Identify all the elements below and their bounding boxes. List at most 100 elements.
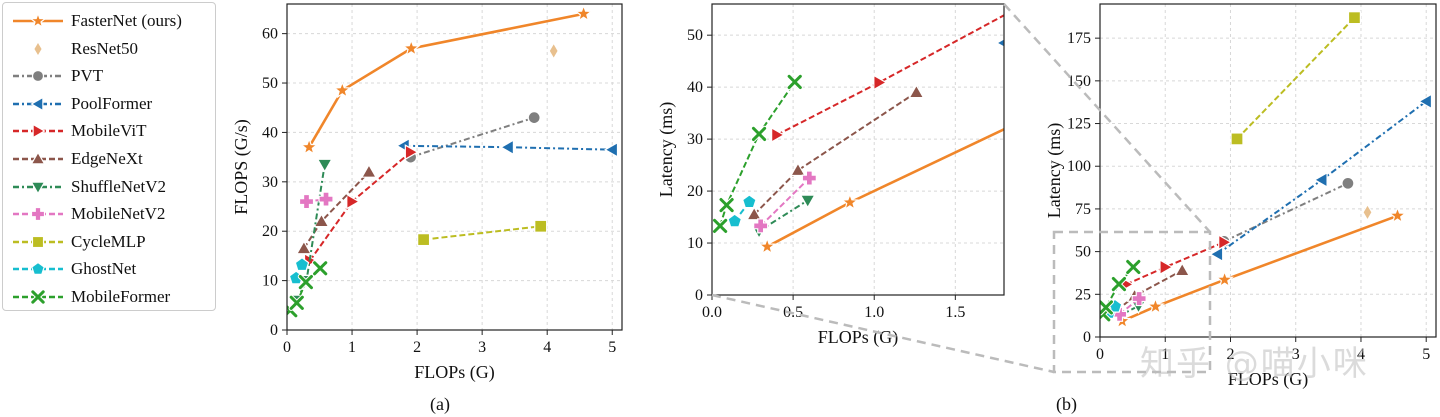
- point-edgenext: [789, 162, 807, 177]
- series-line-edgenext: [753, 91, 917, 216]
- point-mobileformer: [786, 73, 803, 91]
- y-tick-label: 60: [262, 26, 278, 43]
- y-tick-label: 50: [1075, 244, 1091, 261]
- legend-label: ShuffleNetV2: [71, 176, 167, 196]
- point-edgenext: [313, 213, 330, 228]
- legend: FasterNet (ours) ResNet50 PVT PoolFormer Mob…: [2, 2, 216, 311]
- series-line-fasternet-ours: [766, 127, 1004, 248]
- legend-swatch: [13, 235, 63, 248]
- point-mobilevit: [873, 74, 888, 91]
- point-edgenext: [295, 240, 312, 255]
- x-tick-label: 3: [478, 339, 486, 356]
- x-tick-label: 2: [1226, 346, 1234, 363]
- x-tick-label: 4: [1357, 346, 1365, 363]
- point-fasternet-ours: [299, 137, 319, 156]
- point-edgenext: [360, 163, 377, 178]
- legend-label: PoolFormer: [71, 93, 153, 113]
- point-fasternet-ours: [332, 80, 352, 99]
- point-cyclemlp: [1230, 132, 1244, 146]
- point-edgenext: [746, 206, 763, 221]
- y-tick-label: 25: [1075, 286, 1091, 303]
- legend-swatch: [13, 207, 63, 222]
- legend-swatch: [13, 289, 63, 305]
- series-line-pvt: [1223, 182, 1349, 243]
- legend-item-mobilenetv2: MobileNetV2: [11, 202, 165, 226]
- y-tick-label: 30: [262, 174, 278, 191]
- point-mobilenetv2: [298, 193, 315, 210]
- point-mobileformer: [312, 260, 329, 277]
- legend-label: CycleMLP: [71, 231, 146, 251]
- point-ghostnet: [727, 213, 743, 228]
- series-line-shufflenetv2: [295, 164, 326, 301]
- point-poolformer: [1209, 246, 1224, 263]
- series-line-cyclemlp: [423, 225, 541, 241]
- y-tick-label: 50: [262, 75, 278, 92]
- point-poolformer: [1313, 171, 1328, 188]
- zoom-indicator: [711, 3, 1212, 374]
- point-fasternet-ours: [401, 38, 421, 57]
- legend-swatch: [13, 11, 63, 29]
- y-tick-label: 50: [687, 27, 703, 44]
- point-mobilevit: [346, 193, 361, 210]
- y-tick-label: 75: [1075, 201, 1091, 218]
- legend-label: FasterNet (ours): [71, 11, 182, 30]
- series-line-mobilevit: [1125, 241, 1225, 286]
- series-line-fasternet-ours: [1121, 214, 1398, 323]
- x-tick-label: 0: [1096, 346, 1104, 363]
- point-fasternet-ours: [757, 236, 777, 255]
- point-ghostnet: [294, 257, 310, 272]
- point-mobileformer: [297, 273, 314, 291]
- x-axis-label: FLOPs (G): [414, 362, 495, 383]
- point-poolformer: [499, 139, 515, 156]
- legend-swatch: [13, 123, 63, 139]
- legend-marker: [31, 235, 45, 248]
- legend-marker: [30, 207, 46, 222]
- legend-swatch: [13, 70, 63, 83]
- legend-swatch: [33, 40, 43, 57]
- point-mobileformer: [712, 217, 729, 234]
- legend-item-fasternet-ours: FasterNet (ours): [11, 9, 182, 33]
- point-poolformer: [1418, 93, 1433, 110]
- x-tick-label: 1.0: [864, 304, 884, 321]
- y-tick-label: 40: [687, 79, 703, 96]
- x-tick-label: 2: [413, 339, 421, 356]
- plot-frame: [1099, 3, 1437, 338]
- x-tick-label: 1: [348, 339, 356, 356]
- point-resnet50: [548, 42, 559, 60]
- y-tick-label: 40: [262, 124, 278, 141]
- point-mobileformer: [718, 197, 735, 214]
- legend-marker: [33, 40, 43, 57]
- point-mobilevit: [1015, 0, 1027, 14]
- point-fasternet-ours: [574, 4, 593, 22]
- point-cyclemlp: [417, 233, 431, 247]
- legend-label: EdgeNeXt: [71, 149, 143, 168]
- point-shufflenetv2: [799, 194, 816, 209]
- point-pvt: [527, 111, 541, 125]
- legend-marker: [29, 11, 47, 29]
- series-line-mobilenetv2: [759, 177, 811, 227]
- legend-item-ghostnet: GhostNet: [11, 257, 136, 281]
- x-tick-label: 0: [283, 339, 291, 356]
- point-fasternet-ours: [1215, 269, 1234, 288]
- x-axis-label: FLOPs (G): [818, 327, 899, 348]
- point-edgenext: [908, 84, 925, 99]
- y-tick-label: 0: [1083, 329, 1091, 346]
- x-tick-label: 0.0: [702, 304, 722, 321]
- legend-item-mobilevit: MobileViT: [11, 119, 146, 143]
- legend-label: MobileViT: [71, 121, 147, 141]
- point-mobilevit: [1218, 234, 1233, 251]
- point-mobilenetv2: [318, 191, 334, 207]
- x-tick-label: 5: [1422, 346, 1430, 363]
- point-fasternet-ours: [840, 192, 860, 211]
- x-tick-label: 4: [543, 339, 551, 356]
- point-fasternet-ours: [1146, 296, 1165, 315]
- point-pvt: [1014, 0, 1026, 10]
- point-mobileformer: [750, 125, 768, 143]
- point-mobilevit: [404, 144, 419, 161]
- y-axis-label: FLOPS (G/s): [231, 119, 252, 215]
- legend-item-shufflenetv2: ShuffleNetV2: [11, 175, 166, 199]
- point-mobileformer: [1100, 299, 1114, 316]
- series-line-pvt: [410, 116, 535, 159]
